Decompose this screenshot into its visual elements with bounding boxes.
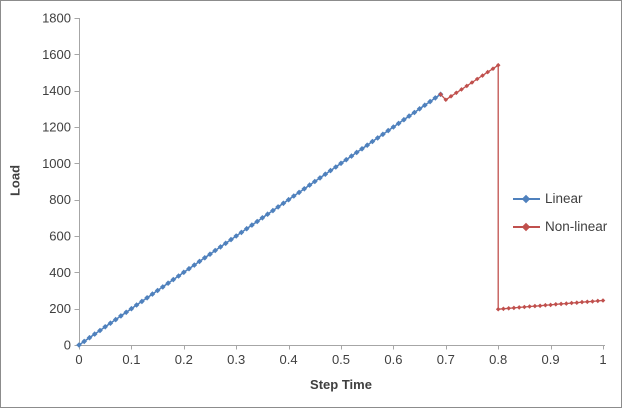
x-axis-title: Step Time: [310, 377, 372, 392]
nonlinear-series-swatch-icon: [513, 222, 540, 231]
x-tick-label: 0.2: [175, 352, 193, 367]
legend-item-linear: Linear: [513, 191, 607, 206]
y-tick-label: 1800: [42, 11, 71, 26]
y-tick-label: 1200: [42, 120, 71, 135]
series-markers: [76, 91, 444, 348]
y-tick-label: 0: [64, 338, 71, 353]
y-tick-label: 1000: [42, 156, 71, 171]
linear-series-swatch-icon: [513, 194, 540, 203]
y-axis-title: Load: [7, 164, 23, 197]
y-tick-label: 400: [49, 265, 71, 280]
y-tick-label: 1600: [42, 47, 71, 62]
series-Non-linear: [438, 62, 606, 312]
axis-lines: [79, 18, 605, 346]
legend-label-nonlinear: Non-linear: [545, 219, 608, 234]
x-tick-label: 0.5: [332, 352, 350, 367]
y-tick-label: 600: [49, 229, 71, 244]
legend: Linear Non-linear: [513, 191, 607, 234]
series-markers: [438, 62, 606, 312]
legend-item-nonlinear: Non-linear: [513, 219, 607, 234]
x-tick-label: 0.6: [384, 352, 402, 367]
y-tick-label: 1400: [42, 83, 71, 98]
y-tick-label: 200: [49, 301, 71, 316]
x-tick-label: 0.3: [227, 352, 245, 367]
x-tick-label: 0.8: [489, 352, 507, 367]
x-tick-label: 0.9: [542, 352, 560, 367]
x-tick-label: 1: [599, 352, 606, 367]
x-tick-label: 0: [75, 352, 82, 367]
x-tick-label: 0.7: [437, 352, 455, 367]
series-Linear: [76, 91, 444, 348]
legend-label-linear: Linear: [545, 191, 583, 206]
y-tick-label: 800: [49, 192, 71, 207]
x-tick-label: 0.1: [122, 352, 140, 367]
x-tick-label: 0.4: [280, 352, 298, 367]
